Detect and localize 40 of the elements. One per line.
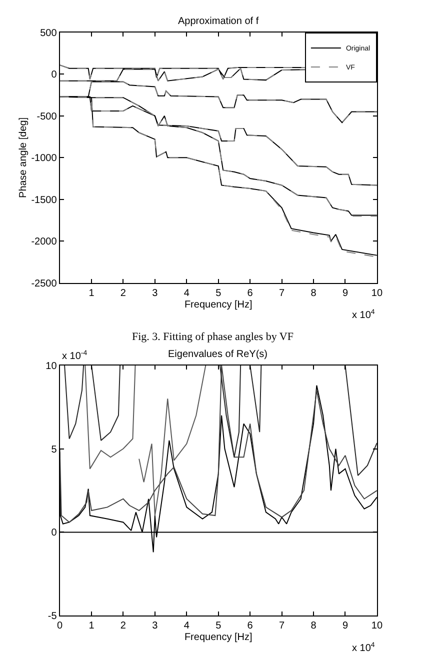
x-axis-title: Frequency [Hz] [184,632,252,644]
chart-title: Approximation of f [178,16,259,27]
text: x 10$^{4}$ [352,309,375,322]
x-tick-label: 6 [247,288,254,299]
x-tick-label: 9 [342,288,348,299]
chart-title: Eigenvalues of ReY(s) [168,349,268,360]
y-tick-label: 0 [51,528,58,539]
y-tick-label: 5 [51,444,58,456]
text: x 10$^{-4}$ [62,350,88,362]
y-tick-label: -2500 [31,278,58,290]
x-tick-label: 6 [247,620,254,632]
x-tick-label: 8 [310,620,317,632]
text: x 10$^{4}$ [352,642,375,654]
x-tick-label: 10 [371,288,383,299]
x-tick-label: 9 [342,620,348,632]
x-tick-label: 2 [120,620,126,632]
x-tick-label: 5 [216,288,222,299]
y-tick-label: -500 [36,111,58,122]
x-tick-label: 4 [184,620,190,632]
y-tick-label: -1500 [31,194,58,206]
x-tick-label: 3 [152,288,158,299]
x-tick-label: 5 [216,620,222,632]
x-tick-label: 1 [88,620,95,632]
y-tick-label: 0 [51,70,58,81]
caption: Fig. 3. Fitting of phase angles by VF [132,331,294,343]
x-tick-label: 3 [152,620,158,632]
y-tick-label: 10 [46,360,58,372]
y-tick-label: -1000 [31,153,58,164]
x-tick-label: 7 [279,288,286,299]
x-tick-label: 2 [120,288,126,299]
x-axis-title: Frequency [Hz] [184,299,252,310]
y-axis-title: Phase angle [deg] [18,117,30,198]
x-tick-label: 1 [88,288,95,299]
x-tick-label: 10 [371,620,383,632]
y-tick-label: 500 [40,28,58,39]
y-tick-label: -2000 [31,236,58,248]
x-tick-label: 7 [279,620,286,632]
x-tick-label: 8 [310,288,317,299]
y-tick-label: -5 [48,611,58,622]
x-tick-label: 4 [184,288,190,299]
